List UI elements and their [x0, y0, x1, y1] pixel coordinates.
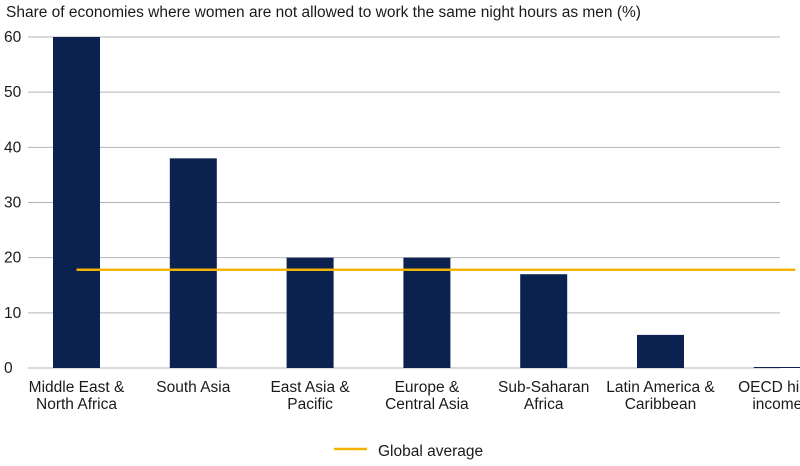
x-label-3-line-1: Central Asia — [385, 396, 469, 413]
bar-3 — [403, 257, 451, 368]
y-axis-ticks: 0 10 20 30 40 50 60 — [4, 29, 22, 377]
bar-0 — [53, 37, 100, 368]
bar-5 — [637, 334, 684, 368]
x-label-4-line-0: Sub-Saharan — [498, 379, 589, 396]
x-label-4-line-1: Africa — [524, 396, 564, 413]
y-tick-label-40: 40 — [4, 139, 22, 156]
x-label-6-line-1: income — [752, 396, 800, 413]
grid-lines — [28, 36, 780, 369]
y-tick-label-60: 60 — [4, 29, 22, 46]
bar-6 — [753, 367, 800, 368]
bars — [53, 37, 800, 368]
x-axis-labels: Middle East &North Africa South Asia East … — [29, 379, 800, 413]
bar-1 — [169, 158, 217, 368]
legend-label-global-average: Global average — [378, 443, 483, 460]
x-label-6-line-0: OECD high — [738, 379, 800, 396]
y-tick-label-0: 0 — [4, 360, 13, 377]
x-label-3-line-0: Europe & — [395, 379, 460, 396]
bar-4 — [520, 274, 568, 368]
x-label-2-line-0: East Asia & — [270, 379, 350, 396]
x-label-2-line-1: Pacific — [287, 396, 333, 413]
x-label-1-line-0: South Asia — [156, 379, 230, 396]
x-label-5-line-1: Caribbean — [625, 396, 697, 413]
bar-2 — [286, 257, 334, 368]
x-label-5-line-0: Latin America & — [606, 379, 715, 396]
y-tick-label-10: 10 — [4, 305, 22, 322]
x-label-0-line-1: North Africa — [36, 396, 117, 413]
y-tick-label-30: 30 — [4, 195, 22, 212]
x-label-0-line-0: Middle East & — [29, 379, 125, 396]
y-tick-label-20: 20 — [4, 250, 22, 267]
legend: Global average — [334, 443, 483, 460]
y-tick-label-50: 50 — [4, 84, 22, 101]
chart-title: Share of economies where women are not a… — [6, 4, 641, 21]
